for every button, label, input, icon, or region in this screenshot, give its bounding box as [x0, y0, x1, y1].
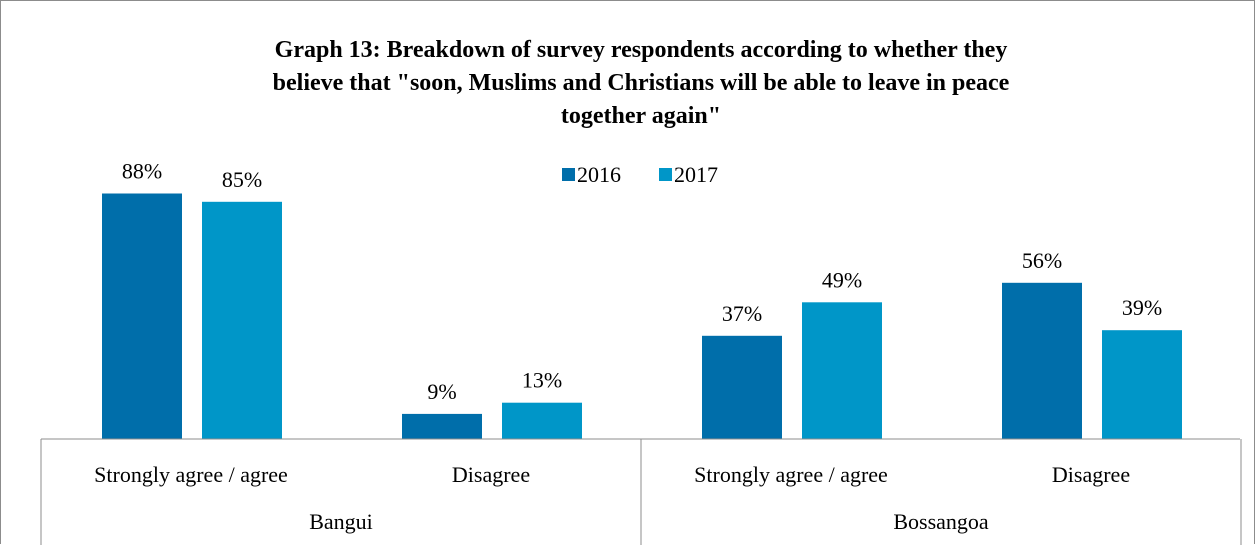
bar-2016-2: [402, 413, 482, 439]
data-label-2017-1: 85%: [222, 167, 262, 192]
bar-2017-2: [502, 402, 582, 439]
bar-2016-3: [702, 335, 782, 439]
chart-title-line-2: believe that "soon, Muslims and Christia…: [273, 70, 1010, 96]
data-label-2017-4: 39%: [1122, 295, 1162, 320]
data-label-2016-2: 9%: [427, 379, 456, 404]
bar-2017-1: [202, 201, 282, 439]
group-label-bangui: Bangui: [309, 509, 373, 534]
data-label-2016-4: 56%: [1022, 248, 1062, 273]
category-label-4: Disagree: [1052, 462, 1130, 487]
group-label-bossangoa: Bossangoa: [893, 509, 989, 534]
chart-title-line-1: Graph 13: Breakdown of survey respondent…: [275, 37, 1008, 63]
chart-title: Graph 13: Breakdown of survey respondent…: [273, 37, 1010, 129]
legend-label-2017: 2017: [674, 162, 718, 187]
chart-title-line-3: together again": [561, 103, 721, 129]
x-axis: Strongly agree / agree Disagree Strongly a…: [40, 438, 1242, 545]
bar-2016-4: [1002, 282, 1082, 439]
bar-2017-3: [802, 302, 882, 439]
data-label-2016-3: 37%: [722, 301, 762, 326]
legend-label-2016: 2016: [577, 162, 621, 187]
legend-swatch-2016: [562, 168, 575, 181]
data-label-2016-1: 88%: [122, 159, 162, 184]
legend-swatch-2017: [659, 168, 672, 181]
bars: 88% 9% 37% 56% 85% 13% 49% 39%: [102, 159, 1182, 439]
category-label-3: Strongly agree / agree: [694, 462, 888, 487]
category-label-2: Disagree: [452, 462, 530, 487]
data-label-2017-3: 49%: [822, 267, 862, 292]
data-label-2017-2: 13%: [522, 368, 562, 393]
bar-2016-1: [102, 193, 182, 439]
legend: 2016 2017: [562, 162, 718, 187]
category-label-1: Strongly agree / agree: [94, 462, 288, 487]
bar-2017-4: [1102, 330, 1182, 439]
